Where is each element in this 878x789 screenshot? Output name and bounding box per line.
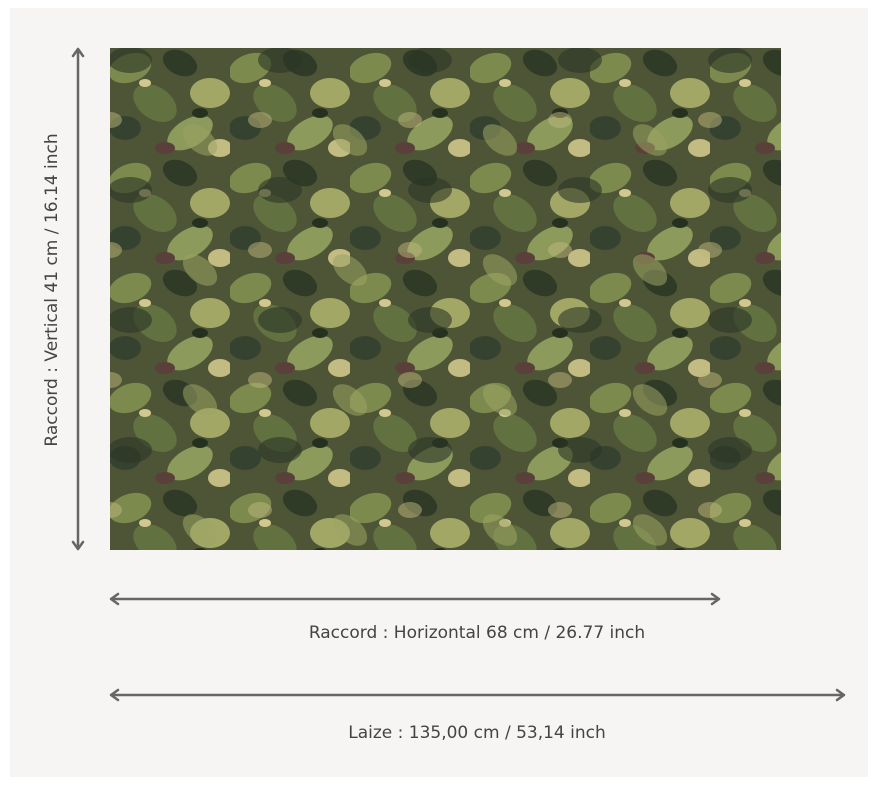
horizontal-arrow — [109, 592, 721, 606]
vertical-label: Raccord : Vertical 41 cm / 16.14 inch — [42, 133, 62, 446]
width-label: Laize : 135,00 cm / 53,14 inch — [348, 723, 606, 743]
vertical-arrow — [71, 47, 85, 551]
width-arrow — [109, 688, 846, 702]
fabric-texture — [110, 48, 781, 550]
horizontal-label: Raccord : Horizontal 68 cm / 26.77 inch — [309, 623, 645, 643]
